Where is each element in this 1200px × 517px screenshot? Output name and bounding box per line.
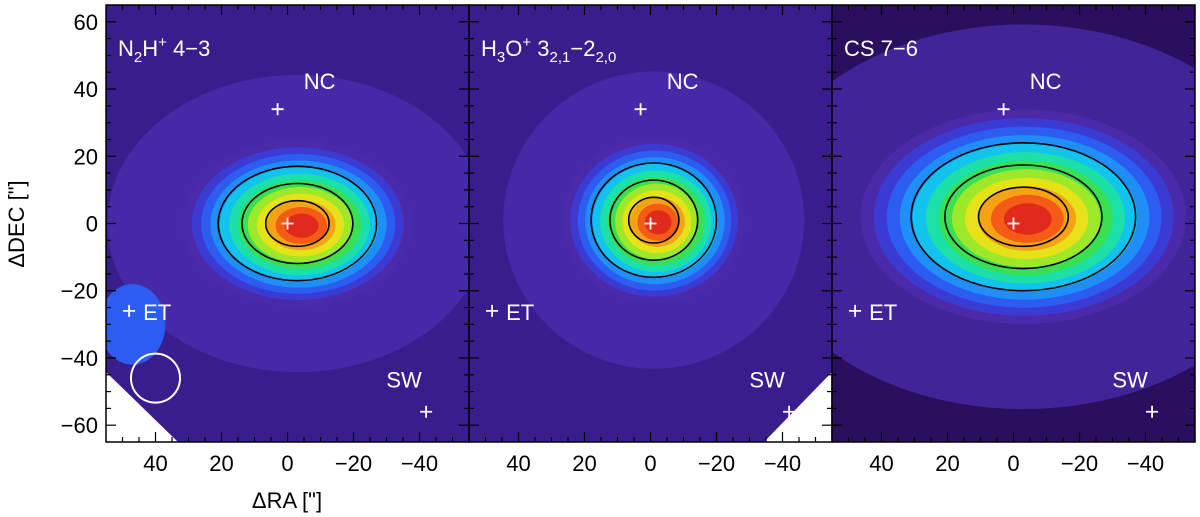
no-coverage-region [106,372,178,442]
contour-line [977,186,1070,248]
marker-label: ET [869,300,897,325]
contour-line [609,179,699,261]
y-tick-label: 20 [74,144,98,169]
position-marker [997,103,1010,116]
x-axis-label: ΔRA ["] [252,488,322,513]
contour-line [944,164,1103,270]
panel-2: NC ET SW H3O+ 32,1−22,0 40 20 0 −20 −40 [468,4,833,476]
y-tick-label: −60 [61,413,98,438]
x-tick-label: −20 [1061,451,1098,476]
y-tick-label: 60 [74,10,98,35]
emission-level [284,213,319,238]
position-marker [281,217,294,230]
x-tick-label: −40 [401,451,438,476]
y-tick-label: 0 [86,212,98,237]
x-tick-label: 0 [1007,451,1019,476]
no-coverage-region [764,372,832,442]
x-tick-label: −20 [335,451,372,476]
y-tick-label: 40 [74,77,98,102]
position-marker [123,304,136,317]
position-marker [486,304,499,317]
x-tick-label: −40 [1127,451,1164,476]
contour-line [217,165,378,282]
emission-blob [106,284,166,365]
x-tick-label: −20 [698,451,735,476]
panel-1: NC ET SW N2H+ 4−3 40 20 0 −20 −40 60 40 20 0 −20 −40 −6… [61,4,470,476]
position-marker [644,217,657,230]
marker-label: NC [667,69,699,94]
position-marker [271,103,284,116]
x-tick-label: 0 [644,451,656,476]
x-tick-label: −40 [764,451,801,476]
contour-line [590,162,718,279]
emission-level [644,210,672,235]
x-tick-label: 0 [281,451,293,476]
contour-line [264,199,330,248]
y-tick-label: −20 [61,279,98,304]
marker-label: ET [143,300,171,325]
marker-label: SW [386,368,422,393]
marker-label: NC [304,69,336,94]
position-marker [849,304,862,317]
position-marker [420,405,433,418]
x-tick-label: 20 [935,451,959,476]
contour-line [910,142,1137,292]
position-marker [1007,217,1020,230]
x-tick-label: 20 [572,451,596,476]
marker-label: ET [506,300,534,325]
y-axis-label: ΔDEC ["] [4,180,29,267]
marker-label: SW [1112,368,1148,393]
marker-label: SW [749,368,785,393]
panel-title: H3O+ 32,1−22,0 [481,34,616,66]
panel-title: N2H+ 4−3 [118,34,210,66]
marker-label: NC [1030,69,1062,94]
x-tick-label: 40 [506,451,530,476]
contour-line [627,196,680,244]
beam-circle [129,352,182,404]
emission-level [1003,203,1052,235]
y-tick-label: −40 [61,346,98,371]
position-marker [634,103,647,116]
x-tick-label: 40 [143,451,167,476]
contour-line [241,182,354,265]
panel-title: CS 7−6 [844,36,918,61]
position-marker [1146,405,1159,418]
x-tick-label: 20 [209,451,233,476]
position-marker [783,405,796,418]
panel-3: NC ET SW CS 7−6 40 20 0 −20 −40 [831,4,1196,476]
x-tick-label: 40 [869,451,893,476]
